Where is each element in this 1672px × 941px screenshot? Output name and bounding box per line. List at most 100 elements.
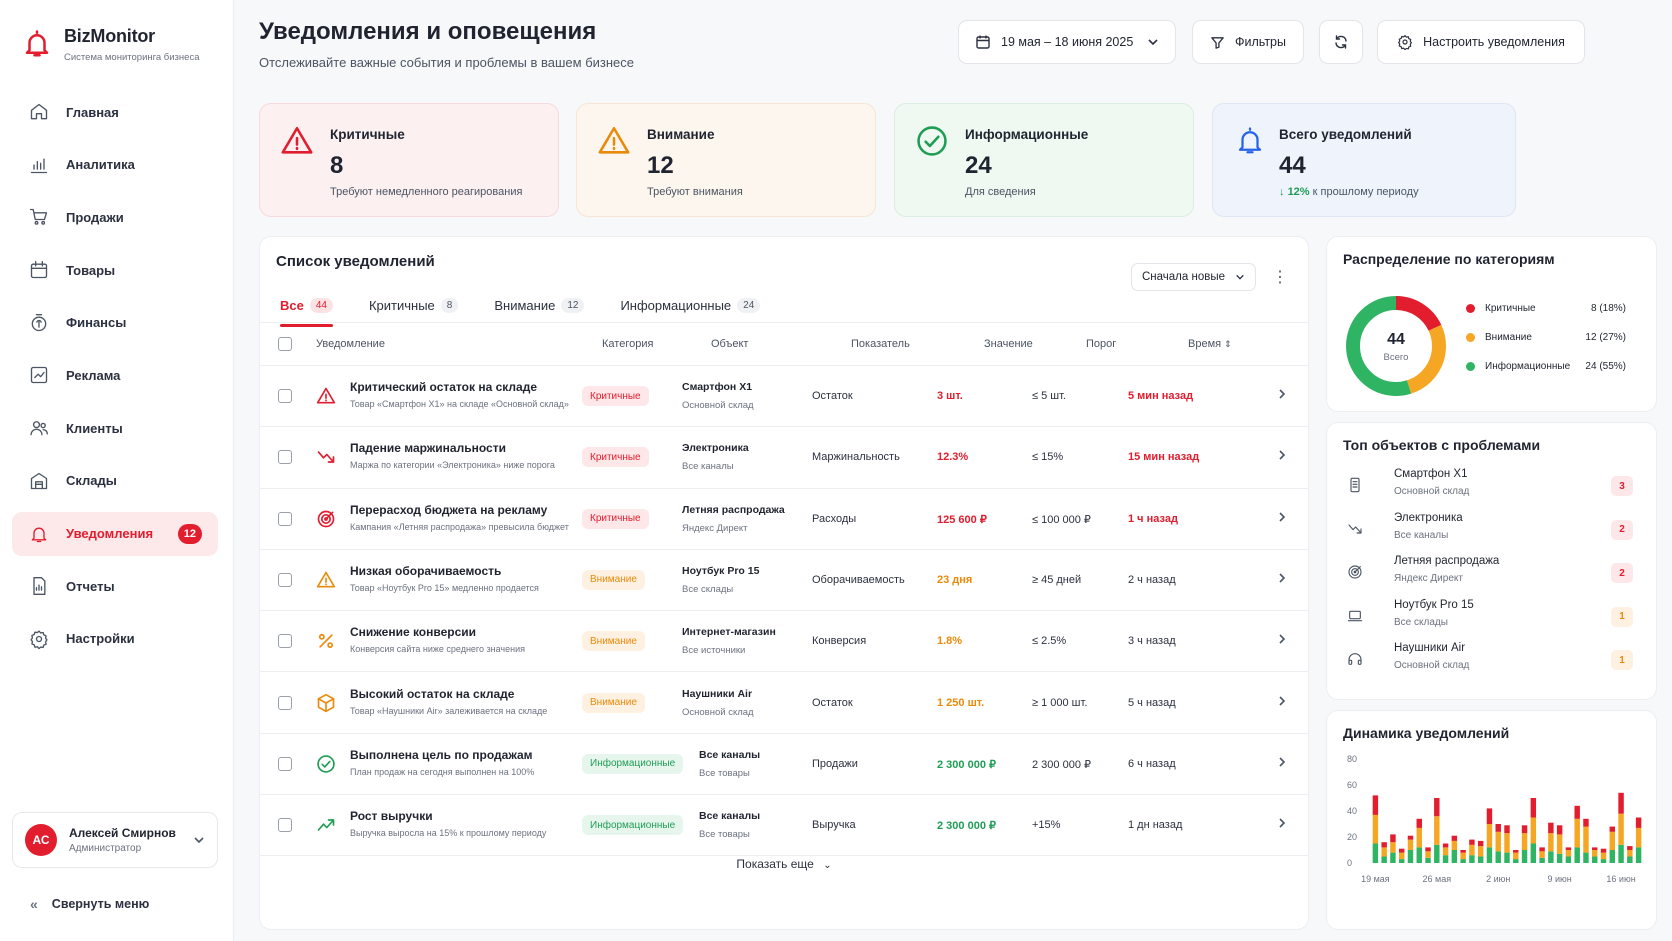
row-checkbox[interactable] (278, 756, 292, 771)
collapse-menu-button[interactable]: « Свернуть меню (30, 896, 149, 912)
bar-segment-2 (1574, 805, 1580, 819)
list-title: Список уведомлений (276, 253, 435, 270)
box-icon (30, 261, 48, 279)
sidebar-item-home[interactable]: Главная (12, 90, 218, 134)
row-checkbox[interactable] (278, 695, 292, 710)
table-row[interactable]: Критический остаток на складе Товар «Смар… (260, 366, 1308, 428)
chevron-right-icon[interactable] (1276, 572, 1288, 584)
bar-segment-2 (1469, 839, 1475, 845)
sidebar-item-cart[interactable]: Продажи (12, 195, 218, 239)
stat-card-warning[interactable]: Внимание 12 Требуют внимания (576, 103, 876, 217)
legend-dot (1466, 362, 1475, 371)
table-row[interactable]: Снижение конверсии Конверсия сайта ниже с… (260, 611, 1308, 673)
problem-object-item[interactable]: Ноутбук Pro 15 Все склады 1 (1343, 596, 1633, 640)
dynamics-card: Динамика уведомлений 0 20 40 60 80 19 мая 26 м… (1326, 710, 1657, 930)
refresh-button[interactable] (1319, 20, 1363, 64)
bar-segment-1 (1442, 847, 1449, 856)
bar-segment-1 (1460, 852, 1466, 860)
row-checkbox[interactable] (278, 634, 292, 649)
table-row[interactable]: Высокий остаток на складе Товар «Наушники… (260, 673, 1308, 734)
tab-2[interactable]: Внимание 12 (494, 291, 585, 319)
date-range-picker[interactable]: 19 мая – 18 июня 2025 (958, 20, 1176, 64)
warning-icon (598, 126, 630, 154)
logo[interactable]: BizMonitor Система мониторинга бизнеса (22, 26, 199, 63)
problem-object-item[interactable]: Летняя распродажа Яндекс Директ 2 (1343, 552, 1633, 596)
sidebar-item-warehouse[interactable]: Склады (12, 459, 218, 503)
problem-object-item[interactable]: Электроника Все каналы 2 (1343, 509, 1633, 553)
sidebar-item-report[interactable]: Отчеты (12, 564, 218, 608)
legend-dot (1466, 304, 1475, 313)
x-tick-label: 16 июн (1606, 874, 1635, 884)
bar-segment-2 (1407, 835, 1414, 840)
row-checkbox[interactable] (278, 572, 292, 587)
chevron-right-icon[interactable] (1276, 817, 1288, 829)
table-row[interactable]: Выполнена цель по продажам План продаж на… (260, 734, 1308, 796)
object-sub: Яндекс Директ (682, 522, 748, 534)
chevron-right-icon[interactable] (1276, 511, 1288, 523)
notification-description: Товар «Смартфон X1» на складе «Основной … (350, 399, 569, 409)
tab-0[interactable]: Все 44 (280, 291, 333, 327)
x-tick-label: 26 мая (1423, 874, 1452, 884)
chevron-right-icon[interactable] (1276, 449, 1288, 461)
select-all-checkbox[interactable] (278, 337, 292, 351)
stat-value: 8 (330, 152, 344, 179)
col-time[interactable]: Время ⇕ (1188, 338, 1232, 350)
sidebar-item-ads[interactable]: Реклама (12, 353, 218, 397)
tab-1[interactable]: Критичные 8 (369, 291, 459, 319)
col-object: Объект (711, 338, 749, 350)
row-checkbox[interactable] (278, 389, 292, 403)
bar-segment-2 (1583, 818, 1589, 827)
table-row[interactable]: Перерасход бюджета на рекламу Кампания «Л… (260, 489, 1308, 550)
bar-segment-1 (1477, 846, 1484, 857)
stat-card-total[interactable]: Всего уведомлений 44 ↓ 12% к прошлому пе… (1212, 103, 1516, 217)
value: 12.3% (937, 451, 969, 464)
show-more-button[interactable]: Показать еще ⌄ (260, 857, 1308, 871)
stat-change-value: 12% (1287, 186, 1310, 198)
stat-value: 44 (1279, 152, 1306, 179)
table-header: Уведомление Категория Объект Показатель … (260, 322, 1308, 366)
object-name: Летняя распродажа (1394, 555, 1500, 567)
object-sub: Все источники (682, 645, 746, 657)
time: 6 ч назад (1128, 757, 1176, 770)
table-row[interactable]: Рост выручки Выручка выросла на 15% к про… (260, 795, 1308, 857)
row-checkbox[interactable] (278, 450, 292, 465)
table-row[interactable]: Падение маржинальности Маржа по категории… (260, 427, 1308, 489)
chevron-right-icon[interactable] (1276, 756, 1288, 768)
chevron-right-icon[interactable] (1276, 633, 1288, 645)
more-options-icon[interactable]: ⋮ (1272, 269, 1288, 286)
sidebar-item-analytics[interactable]: Аналитика (12, 143, 218, 187)
row-checkbox[interactable] (278, 818, 292, 833)
table-row[interactable]: Низкая оборачиваемость Товар «Ноутбук Pro… (260, 550, 1308, 612)
notification-title: Рост выручки (350, 809, 433, 824)
category-badge: Критичные (582, 447, 649, 468)
sidebar-item-box[interactable]: Товары (12, 248, 218, 292)
problem-object-item[interactable]: Наушники Air Основной склад 1 (1343, 639, 1633, 683)
bar-segment-2 (1495, 824, 1501, 832)
bar-segment-0 (1486, 847, 1493, 863)
chevron-right-icon[interactable] (1276, 695, 1288, 707)
problem-count-badge: 3 (1611, 476, 1633, 496)
notifications-list-card: Список уведомлений Сначала новые ⋮ Все 44… (259, 236, 1309, 930)
configure-notifications-button[interactable]: Настроить уведомления (1377, 20, 1585, 64)
value: 2 300 000 ₽ (937, 820, 996, 833)
bar-segment-0 (1372, 843, 1379, 863)
sidebar-item-finance[interactable]: Финансы (12, 301, 218, 345)
legend-item: Критичные 8 (18%) (1466, 303, 1626, 314)
problem-object-item[interactable]: Смартфон X1 Основной склад 3 (1343, 465, 1633, 509)
legend-label: Внимание (1485, 332, 1532, 343)
sidebar-item-settings[interactable]: Настройки (12, 617, 218, 661)
notification-title: Выполнена цель по продажам (350, 747, 533, 762)
bar-segment-2 (1592, 847, 1598, 850)
user-menu[interactable]: АС Алексей Смирнов Администратор (12, 812, 218, 868)
sidebar-item-bell[interactable]: Уведомления 12 (12, 511, 218, 556)
filters-button[interactable]: Фильтры (1192, 20, 1304, 64)
sort-dropdown[interactable]: Сначала новые (1130, 263, 1256, 291)
stat-card-critical[interactable]: Критичные 8 Требуют немедленного реагиро… (259, 103, 559, 217)
row-checkbox[interactable] (278, 511, 292, 526)
tab-3[interactable]: Информационные 24 (620, 291, 761, 319)
chevron-right-icon[interactable] (1276, 388, 1288, 400)
sidebar-item-users[interactable]: Клиенты (12, 406, 218, 450)
legend-item: Внимание 12 (27%) (1466, 332, 1626, 343)
stat-card-info[interactable]: Информационные 24 Для сведения (894, 103, 1194, 217)
stat-value: 24 (965, 152, 992, 179)
